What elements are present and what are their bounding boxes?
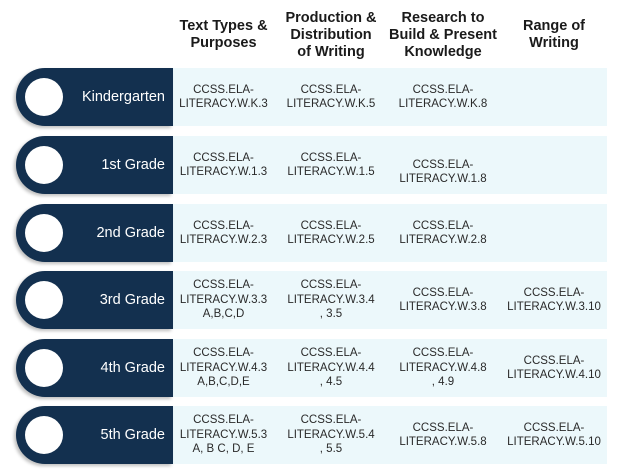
cell-production: CCSS.ELA- LITERACY.W.4.4 , 4.5 bbox=[287, 347, 375, 389]
header-research: Research to Build & Present Knowledge bbox=[389, 9, 497, 60]
cell-research: CCSS.ELA- LITERACY.W.1.8 bbox=[399, 158, 487, 186]
row-1st-grade: CCSS.ELA- LITERACY.W.1.3 CCSS.ELA- LITER… bbox=[0, 136, 630, 194]
cell-production: CCSS.ELA- LITERACY.W.K.5 bbox=[286, 83, 376, 111]
row-4th-grade: CCSS.ELA- LITERACY.W.4.3 A,B,C,D,E CCSS.… bbox=[0, 339, 630, 397]
row-cells: CCSS.ELA- LITERACY.W.1.3 CCSS.ELA- LITER… bbox=[170, 136, 607, 194]
grade-pill: Kindergarten bbox=[16, 68, 173, 126]
grade-label: 3rd Grade bbox=[99, 292, 165, 308]
circle-icon bbox=[25, 78, 63, 116]
cell-production: CCSS.ELA- LITERACY.W.3.4 , 3.5 bbox=[287, 279, 375, 321]
cell-research: CCSS.ELA- LITERACY.W.5.8 bbox=[399, 421, 487, 449]
grade-label: 1st Grade bbox=[101, 157, 165, 173]
row-kindergarten: CCSS.ELA- LITERACY.W.K.3 CCSS.ELA- LITER… bbox=[0, 68, 630, 126]
grade-label: 5th Grade bbox=[100, 427, 166, 443]
cell-production: CCSS.ELA- LITERACY.W.2.5 bbox=[287, 219, 375, 247]
row-2nd-grade: CCSS.ELA- LITERACY.W.2.3 CCSS.ELA- LITER… bbox=[0, 204, 630, 262]
header-production-distribution: Production & Distribution of Writing bbox=[285, 9, 377, 60]
circle-icon bbox=[25, 349, 63, 387]
circle-icon bbox=[25, 214, 63, 252]
row-cells: CCSS.ELA- LITERACY.W.5.3 A, B C, D, E CC… bbox=[170, 406, 607, 464]
cell-text-types: CCSS.ELA- LITERACY.W.5.3 A, B C, D, E bbox=[179, 414, 268, 456]
circle-icon bbox=[25, 281, 63, 319]
row-cells: CCSS.ELA- LITERACY.W.4.3 A,B,C,D,E CCSS.… bbox=[170, 339, 607, 397]
cell-text-types: CCSS.ELA- LITERACY.W.1.3 bbox=[179, 151, 268, 179]
grade-pill: 3rd Grade bbox=[16, 271, 173, 329]
grade-pill: 2nd Grade bbox=[16, 204, 173, 262]
grade-label: Kindergarten bbox=[81, 89, 165, 105]
cell-range: CCSS.ELA- LITERACY.W.3.10 bbox=[507, 286, 601, 314]
cell-range bbox=[501, 136, 607, 194]
header-text-types: Text Types & Purposes bbox=[179, 18, 268, 51]
row-cells: CCSS.ELA- LITERACY.W.K.3 CCSS.ELA- LITER… bbox=[170, 68, 607, 126]
cell-text-types: CCSS.ELA- LITERACY.W.3.3 A,B,C,D bbox=[179, 279, 268, 321]
grade-pill: 1st Grade bbox=[16, 136, 173, 194]
grade-label: 2nd Grade bbox=[96, 225, 165, 241]
cell-production: CCSS.ELA- LITERACY.W.1.5 bbox=[287, 151, 375, 179]
row-5th-grade: CCSS.ELA- LITERACY.W.5.3 A, B C, D, E CC… bbox=[0, 406, 630, 464]
cell-text-types: CCSS.ELA- LITERACY.W.K.3 bbox=[179, 83, 268, 111]
grade-pill: 4th Grade bbox=[16, 339, 173, 397]
cell-production: CCSS.ELA- LITERACY.W.5.4 , 5.5 bbox=[287, 414, 375, 456]
cell-text-types: CCSS.ELA- LITERACY.W.2.3 bbox=[179, 219, 268, 247]
circle-icon bbox=[25, 146, 63, 184]
grade-pill: 5th Grade bbox=[16, 406, 173, 464]
circle-icon bbox=[25, 416, 63, 454]
cell-range: CCSS.ELA- LITERACY.W.4.10 bbox=[507, 354, 601, 382]
cell-research: CCSS.ELA- LITERACY.W.2.8 bbox=[399, 219, 487, 247]
header-range-of-writing: Range of Writing bbox=[522, 18, 586, 51]
row-cells: CCSS.ELA- LITERACY.W.2.3 CCSS.ELA- LITER… bbox=[170, 204, 607, 262]
row-cells: CCSS.ELA- LITERACY.W.3.3 A,B,C,D CCSS.EL… bbox=[170, 271, 607, 329]
cell-range bbox=[501, 68, 607, 126]
grade-label: 4th Grade bbox=[100, 360, 166, 376]
cell-research: CCSS.ELA- LITERACY.W.4.8 , 4.9 bbox=[399, 347, 487, 389]
cell-range: CCSS.ELA- LITERACY.W.5.10 bbox=[507, 421, 601, 449]
cell-research: CCSS.ELA- LITERACY.W.K.8 bbox=[398, 83, 488, 111]
cell-range bbox=[501, 204, 607, 262]
cell-research: CCSS.ELA- LITERACY.W.3.8 bbox=[399, 286, 487, 314]
cell-text-types: CCSS.ELA- LITERACY.W.4.3 A,B,C,D,E bbox=[179, 347, 268, 389]
row-3rd-grade: CCSS.ELA- LITERACY.W.3.3 A,B,C,D CCSS.EL… bbox=[0, 271, 630, 329]
